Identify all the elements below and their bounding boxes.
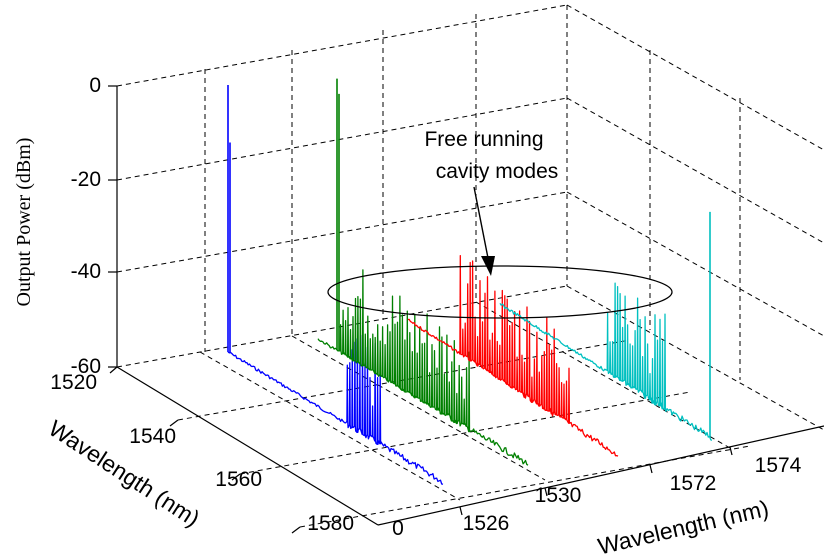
left-x-axis-label: Wavelength (nm) [44, 415, 204, 532]
z-tick-label: -60 [71, 355, 101, 378]
left-tick [109, 366, 118, 374]
axis-layer [108, 85, 824, 534]
z-tick-labels: 0 -20 -40 -60 [71, 74, 101, 378]
series-trace [317, 269, 529, 466]
right-tick-labels: 0 1526 1530 1572 1574 [392, 454, 802, 540]
left-tick-label: 1540 [129, 425, 176, 448]
right-wavelength-axis [377, 425, 824, 526]
grid-line [116, 4, 568, 87]
grid-line [199, 351, 461, 501]
z-tick-label: 0 [89, 74, 101, 97]
left-wavelength-axis [116, 366, 379, 526]
annotation-arrowhead [481, 256, 495, 276]
right-tick [459, 506, 463, 516]
right-tick [649, 464, 653, 474]
grid-line [566, 97, 824, 244]
left-tick-label: 1520 [50, 371, 97, 394]
grid-line [291, 335, 546, 481]
series-trace [499, 282, 713, 441]
grid-line [566, 285, 824, 431]
grid-line [116, 191, 568, 273]
right-tick-label: 1530 [535, 484, 582, 507]
grid-line [475, 301, 731, 449]
z-tick-label: -40 [71, 260, 101, 283]
grid-line [239, 391, 691, 475]
left-tick [169, 419, 179, 427]
right-tick-label: 0 [392, 517, 404, 540]
right-tick [729, 446, 733, 456]
annotation-ellipse [327, 265, 673, 319]
right-tick-label: 1574 [755, 454, 802, 477]
series-trace [407, 254, 619, 457]
left-tick-label: 1560 [215, 468, 262, 491]
z-tick-label: -20 [71, 168, 101, 191]
right-tick-label: 1526 [463, 512, 510, 535]
grid-line [116, 285, 568, 368]
annotation-line-1: Free running [424, 128, 543, 151]
left-tick-labels: 1520 1540 1560 1580 [50, 371, 354, 535]
series-trace [227, 334, 444, 485]
right-tick-label: 1572 [670, 472, 717, 495]
annotation: Free running cavity modes [327, 128, 673, 319]
y-axis-label: Output Power (dBm) [13, 138, 35, 307]
grid-line [566, 191, 824, 337]
right-x-axis-label: Wavelength (nm) [595, 495, 771, 555]
annotation-arrow [473, 186, 489, 259]
grid-line [116, 97, 568, 181]
left-tick [291, 526, 301, 534]
grid-line [566, 4, 824, 151]
left-tick-label: 1580 [307, 512, 354, 535]
trace-layer [227, 78, 713, 485]
right-tick [544, 487, 548, 497]
left-tick [231, 473, 241, 481]
annotation-line-2: cavity modes [436, 160, 559, 183]
